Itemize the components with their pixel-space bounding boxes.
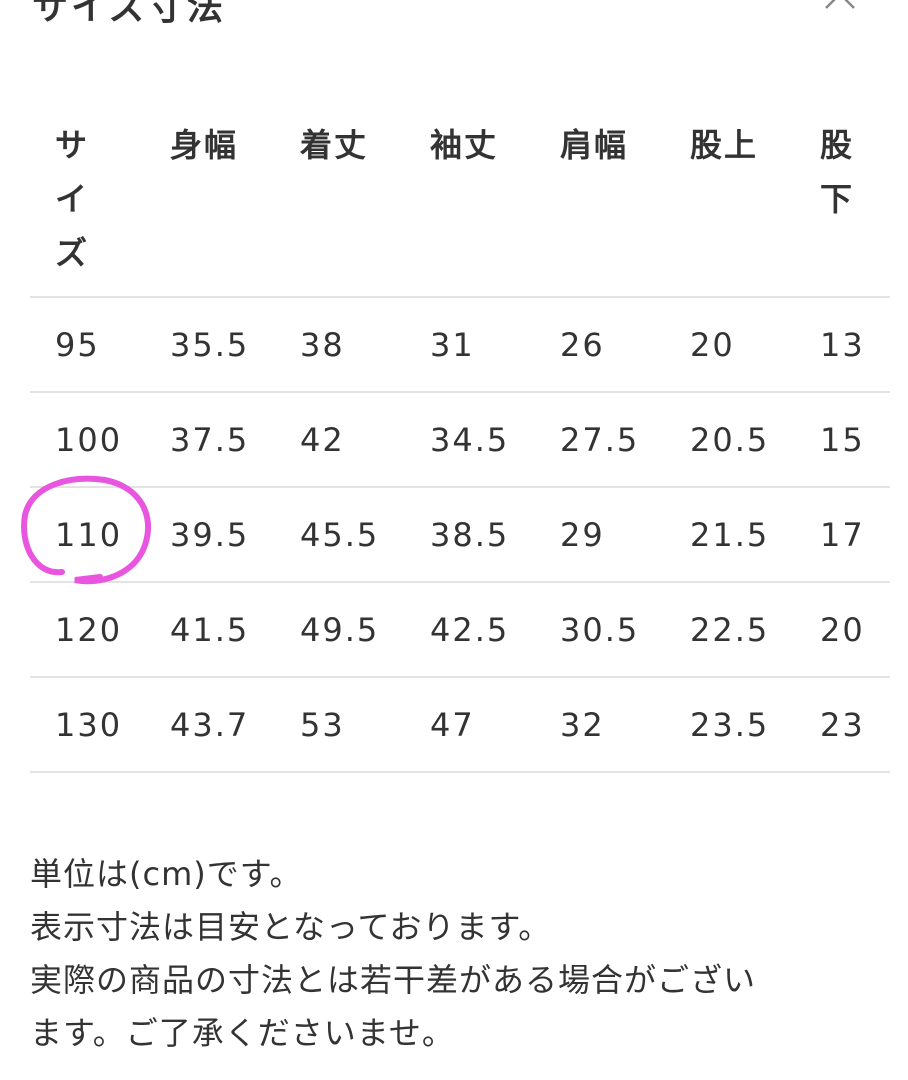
table-cell: 15 bbox=[820, 420, 865, 459]
table-row: 130 43.7 53 47 32 23.5 23 bbox=[30, 678, 890, 773]
table-cell: 31 bbox=[430, 325, 475, 364]
table-cell: 120 bbox=[55, 610, 123, 649]
table-row: 120 41.5 49.5 42.5 30.5 22.5 20 bbox=[30, 583, 890, 678]
table-cell: 26 bbox=[560, 325, 605, 364]
table-cell: 32 bbox=[560, 705, 605, 744]
header-sleeve: 袖丈 bbox=[430, 126, 499, 164]
table-cell: 34.5 bbox=[430, 420, 510, 459]
table-cell: 38.5 bbox=[430, 515, 510, 554]
table-cell: 22.5 bbox=[690, 610, 770, 649]
table-header: サイズ 身幅 着丈 袖丈 肩幅 股上 股下 bbox=[30, 118, 890, 298]
table-cell: 17 bbox=[820, 515, 865, 554]
table-row: 100 37.5 42 34.5 27.5 20.5 15 bbox=[30, 393, 890, 488]
header-length: 着丈 bbox=[300, 126, 369, 164]
table-cell: 35.5 bbox=[170, 325, 250, 364]
close-icon[interactable] bbox=[822, 0, 858, 12]
header-shoulder: 肩幅 bbox=[560, 126, 629, 164]
header-rise: 股上 bbox=[690, 126, 759, 164]
table-cell: 45.5 bbox=[300, 515, 380, 554]
table-cell: 20.5 bbox=[690, 420, 770, 459]
table-row: 110 39.5 45.5 38.5 29 21.5 17 bbox=[30, 488, 890, 583]
table-cell: 110 bbox=[55, 515, 123, 554]
table-cell: 21.5 bbox=[690, 515, 770, 554]
table-cell: 47 bbox=[430, 705, 475, 744]
table-cell: 53 bbox=[300, 705, 345, 744]
size-table: サイズ 身幅 着丈 袖丈 肩幅 股上 股下 95 35.5 38 31 26 20 13 10… bbox=[30, 118, 890, 773]
table-cell: 42.5 bbox=[430, 610, 510, 649]
table-cell: 39.5 bbox=[170, 515, 250, 554]
table-cell: 27.5 bbox=[560, 420, 640, 459]
table-cell: 29 bbox=[560, 515, 605, 554]
table-cell: 20 bbox=[820, 610, 865, 649]
table-cell: 41.5 bbox=[170, 610, 250, 649]
table-cell: 37.5 bbox=[170, 420, 250, 459]
note-line: 表示寸法は目安となっております。 bbox=[30, 908, 552, 946]
table-cell: 95 bbox=[55, 325, 100, 364]
note-line: 単位は(cm)です。 bbox=[30, 855, 303, 893]
header-inseam: 股下 bbox=[820, 126, 855, 218]
table-cell: 20 bbox=[690, 325, 735, 364]
table-cell: 23 bbox=[820, 705, 865, 744]
notes: 単位は(cm)です。 表示寸法は目安となっております。 実際の商品の寸法とは若干… bbox=[30, 848, 756, 1060]
note-line: 実際の商品の寸法とは若干差がある場合がござい bbox=[30, 961, 757, 999]
table-cell: 100 bbox=[55, 420, 123, 459]
table-cell: 13 bbox=[820, 325, 865, 364]
modal-title: サイズ寸法 bbox=[32, 0, 226, 28]
header-size: サイズ bbox=[55, 126, 90, 272]
table-cell: 23.5 bbox=[690, 705, 770, 744]
header-body-width: 身幅 bbox=[170, 126, 239, 164]
table-cell: 49.5 bbox=[300, 610, 380, 649]
table-cell: 43.7 bbox=[170, 705, 250, 744]
table-cell: 42 bbox=[300, 420, 345, 459]
table-row: 95 35.5 38 31 26 20 13 bbox=[30, 298, 890, 393]
table-cell: 130 bbox=[55, 705, 123, 744]
note-line: ます。ご了承くださいませ。 bbox=[30, 1014, 455, 1052]
table-cell: 38 bbox=[300, 325, 345, 364]
table-cell: 30.5 bbox=[560, 610, 640, 649]
